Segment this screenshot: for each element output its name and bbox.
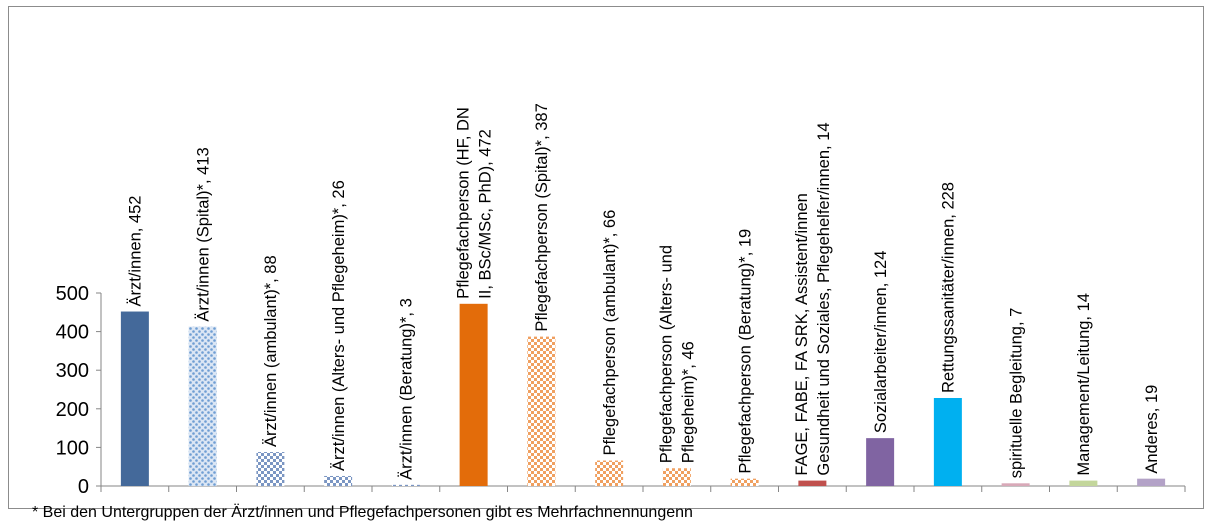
bar [527, 336, 556, 486]
data-label: Ärzt/innen (Alters- und Pflegeheim)*, 26 [330, 180, 348, 471]
bar [595, 460, 624, 486]
data-label: Ärzt/innen (Spital)*, 413 [194, 147, 212, 321]
data-label: Ärzt/innen (ambulant)*, 88 [262, 255, 280, 447]
bar [866, 438, 895, 486]
data-label: Pflegefachperson (ambulant)*, 66 [601, 210, 619, 456]
data-label: Ärzt/innen (Beratung)*, 3 [398, 298, 416, 480]
data-label: Anderes, 19 [1143, 385, 1161, 474]
bar [730, 478, 759, 486]
data-label: Pflegefachperson (Spital)*, 387 [533, 103, 551, 331]
data-labels: Ärzt/innen, 452 Ärzt/innen (Spital)*, 413… [127, 103, 1161, 480]
bars [120, 303, 1166, 486]
y-tick-label: 100 [56, 437, 89, 459]
bar [662, 468, 691, 486]
bar [256, 452, 285, 486]
data-label: Ärzt/innen, 452 [127, 196, 145, 307]
y-tick-label: 300 [56, 360, 89, 382]
data-label: FAGE, FABE, FA SRK, Assistent/innen [793, 193, 811, 475]
data-label: Management/Leitung, 14 [1075, 293, 1093, 476]
data-label: II, BSc/MSc, PhD), 472 [476, 129, 494, 299]
y-axis: 0 100 200 300 400 500 [56, 283, 1186, 498]
data-label: spirituelle Begleitung, 7 [1007, 308, 1025, 479]
bar [391, 484, 420, 486]
bar [933, 397, 962, 486]
footnote: * Bei den Untergruppen der Ärzt/innen un… [32, 504, 693, 521]
data-label: Pflegefachperson (Alters- und [658, 245, 676, 463]
y-tick-label: 500 [56, 283, 89, 305]
bar [324, 475, 353, 486]
bar [1069, 480, 1098, 486]
bar [1001, 483, 1030, 486]
bar [798, 480, 827, 486]
data-label: Pflegefachperson (Beratung)*, 19 [736, 229, 754, 474]
data-label: Pflegefachperson (HF, DN [454, 107, 472, 299]
y-tick-label: 0 [78, 476, 89, 498]
data-label: Gesundheit und Soziales, Pflegehelfer/in… [815, 122, 833, 475]
bar [120, 311, 149, 486]
data-label: Pflegeheim)*, 46 [680, 341, 698, 463]
y-tick-label: 200 [56, 399, 89, 421]
data-label: Rettungssanitäter/innen, 228 [940, 182, 958, 393]
y-tick-label: 400 [56, 322, 89, 344]
chart-frame [8, 6, 1204, 509]
bar [1137, 478, 1166, 486]
bar [459, 303, 488, 486]
bar [188, 326, 217, 486]
data-label: Sozialarbeiter/innen, 124 [872, 251, 890, 434]
